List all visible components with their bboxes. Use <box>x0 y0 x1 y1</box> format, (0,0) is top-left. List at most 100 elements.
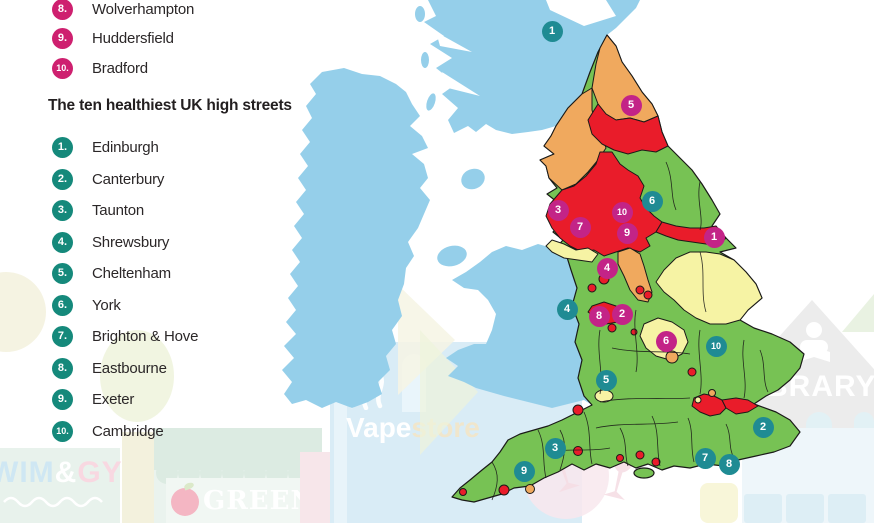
map-marker-unhealthy-6: 6 <box>655 330 677 352</box>
swim-gym-shopfront <box>0 448 120 523</box>
ranking-panel: 8. Wolverhampton 9. Huddersfield 10. Bra… <box>0 0 330 523</box>
isle-of-wight <box>633 467 655 479</box>
town-label: Cambridge <box>92 422 164 440</box>
region-tyne-durham <box>587 103 669 155</box>
region-small-orange <box>665 350 679 364</box>
map-marker-unhealthy-7: 7 <box>569 216 591 238</box>
list-item: 8. Eastbourne <box>52 357 167 379</box>
background-lamp-glow <box>700 483 738 523</box>
building-window <box>744 494 782 523</box>
greengrocer-text: GREEN <box>203 486 316 516</box>
scottish-isle <box>421 52 429 68</box>
map-marker-healthy-3: 3 <box>544 437 566 459</box>
scottish-isle <box>415 6 425 22</box>
region-thames-estuary <box>721 397 759 415</box>
ampersand-text: & <box>54 456 78 489</box>
building-window <box>828 494 866 523</box>
region-cheshire <box>545 239 599 263</box>
map-marker-unhealthy-10: 10 <box>611 201 633 223</box>
region-city-orange <box>708 389 716 397</box>
map-marker-healthy-9: 9 <box>513 460 535 482</box>
town-label: Taunton <box>92 201 144 219</box>
rank-badge: 10. <box>52 57 73 79</box>
rank-badge: 1. <box>52 136 73 158</box>
rank-badge: 8. <box>52 357 73 379</box>
town-label: Exeter <box>92 390 135 408</box>
rank-badge: 6. <box>52 294 73 316</box>
swim-text: WIM <box>0 456 55 489</box>
region-plymouth <box>498 484 510 496</box>
map-marker-unhealthy-8: 8 <box>588 305 610 327</box>
list-item: 3. Taunton <box>52 199 144 221</box>
region-cumbria <box>539 87 607 191</box>
list-item: 5. Cheltenham <box>52 262 171 284</box>
town-label: Cheltenham <box>92 264 171 282</box>
region-city-red <box>635 285 645 295</box>
region-city-red <box>616 454 624 462</box>
wave-decoration <box>3 496 103 508</box>
region-poole <box>573 446 583 456</box>
region-bristol <box>572 404 584 416</box>
list-item: 1. Edinburgh <box>52 136 159 158</box>
list-item: 4. Shrewsbury <box>52 231 169 253</box>
town-label: Bradford <box>92 59 148 77</box>
list-item: 9. Huddersfield <box>52 27 174 49</box>
list-item: 10. Cambridge <box>52 420 164 442</box>
background-tree <box>100 330 174 422</box>
town-label: Eastbourne <box>92 359 167 377</box>
town-label: Brighton & Hove <box>92 327 199 345</box>
map-marker-unhealthy-9: 9 <box>616 222 638 244</box>
map-marker-healthy-5: 5 <box>595 369 617 391</box>
healthiest-heading: The ten healthiest UK high streets <box>48 97 292 114</box>
list-item: 9. Exeter <box>52 388 134 410</box>
rank-badge: 9. <box>52 27 73 49</box>
region-city-red <box>607 323 617 333</box>
region-nottingham <box>643 290 653 300</box>
list-item: 6. York <box>52 294 121 316</box>
rank-badge: 3. <box>52 199 73 221</box>
sea-loch <box>436 32 472 52</box>
town-label: Edinburgh <box>92 138 159 156</box>
rank-badge: 9. <box>52 388 73 410</box>
background-pillar <box>122 432 154 523</box>
region-northampton <box>687 367 697 377</box>
county-borders <box>491 161 769 501</box>
map-marker-healthy-7: 7 <box>694 447 716 469</box>
rank-badge: 8. <box>52 0 73 20</box>
list-item: 8. Wolverhampton <box>52 0 194 20</box>
scottish-isle <box>426 93 436 111</box>
town-label: Wolverhampton <box>92 0 195 18</box>
apple-icon <box>171 488 199 516</box>
list-item: 7. Brighton & Hove <box>52 325 198 347</box>
region-city-yellow <box>694 396 702 404</box>
firth-of-forth <box>546 0 616 26</box>
map-marker-healthy-6: 6 <box>641 190 663 212</box>
ireland-landmass <box>282 68 430 408</box>
building-window <box>786 494 824 523</box>
isle-of-man <box>461 168 485 190</box>
region-lincolnshire <box>655 251 763 325</box>
anglesey <box>437 245 467 267</box>
list-item: 10. Bradford <box>52 57 148 79</box>
map-marker-healthy-10: 10 <box>705 335 727 357</box>
vape-text: Vape <box>346 412 412 443</box>
person-reading-icon <box>798 322 830 362</box>
region-cornwall-tip <box>459 488 467 496</box>
town-label: Shrewsbury <box>92 233 170 251</box>
list-item: 2. Canterbury <box>52 168 164 190</box>
town-label: Huddersfield <box>92 29 174 47</box>
rank-badge: 4. <box>52 231 73 253</box>
map-marker-healthy-4: 4 <box>556 298 578 320</box>
sea-loch <box>442 72 480 96</box>
map-marker-unhealthy-2: 2 <box>611 303 633 325</box>
map-marker-unhealthy-3: 3 <box>547 199 569 221</box>
background-pink-shop <box>300 452 334 523</box>
map-marker-healthy-8: 8 <box>718 453 740 475</box>
town-label: Canterbury <box>92 170 165 188</box>
wales-landmass <box>446 244 592 408</box>
region-portsmouth <box>651 457 661 467</box>
town-label: York <box>92 296 121 314</box>
rank-badge: 2. <box>52 168 73 190</box>
